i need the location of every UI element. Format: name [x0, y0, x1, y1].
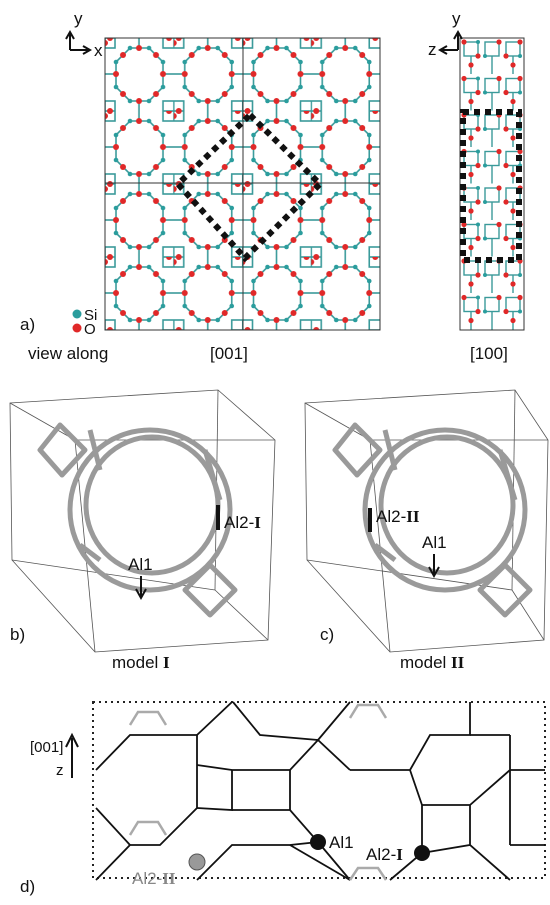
axis-label: z	[428, 40, 437, 59]
caption: model II	[400, 653, 465, 672]
site-label: I	[254, 513, 261, 532]
site-label: Al1	[422, 533, 447, 552]
caption: [100]	[470, 344, 508, 363]
site-label: Al2-	[376, 507, 406, 526]
panel-label: b)	[10, 625, 25, 644]
site-label: Al2-	[132, 869, 162, 888]
caption: model	[400, 653, 446, 672]
legend-swatch	[73, 310, 82, 319]
lattice-100	[460, 38, 524, 330]
al-site	[189, 854, 205, 870]
legend-label: O	[84, 321, 96, 338]
site-label: Al1	[128, 555, 153, 574]
caption: II	[451, 653, 465, 672]
site-label: Al2-I	[366, 845, 403, 864]
ring-framework	[335, 425, 530, 615]
panel-d: [001] z Al2-II Al1 Al2-I d)	[20, 702, 545, 896]
caption: view along	[28, 344, 108, 363]
site-label: Al2-II	[376, 507, 420, 526]
site-label: Al2-	[224, 513, 254, 532]
site-label: I	[396, 845, 403, 864]
panel-c: Al2-II Al1 c) model II	[305, 390, 548, 672]
caption: [001]	[210, 344, 248, 363]
axes-icon	[440, 32, 462, 54]
site-label: Al2-	[366, 845, 396, 864]
panel-b: Al2-I Al1 b) model I	[10, 390, 275, 672]
site-label: Al2-II	[132, 869, 176, 888]
ring-framework	[40, 425, 235, 615]
caption: model I	[112, 653, 170, 672]
panel-a: y x y z Si O a) view along [001] [100]	[20, 9, 524, 363]
axis-label: x	[94, 41, 103, 60]
al-site	[414, 845, 430, 861]
panel-label: d)	[20, 877, 35, 896]
caption: I	[163, 653, 170, 672]
panel-label: a)	[20, 315, 35, 334]
axis-label: y	[452, 9, 461, 28]
axis-label: y	[74, 9, 83, 28]
figure: y x y z Si O a) view along [001] [100] A…	[0, 0, 550, 905]
site-label: II	[406, 507, 420, 526]
site-label: Al2-I	[224, 513, 261, 532]
axis-label: [001]	[30, 739, 63, 756]
panel-label: c)	[320, 625, 334, 644]
axis-label: z	[56, 762, 64, 779]
axes-icon	[66, 32, 90, 54]
al-site	[310, 834, 326, 850]
caption: model	[112, 653, 158, 672]
legend-swatch	[73, 324, 82, 333]
site-label: II	[162, 869, 176, 888]
arrow	[66, 735, 78, 778]
site-label: Al1	[329, 833, 354, 852]
framework-2d	[96, 702, 545, 880]
